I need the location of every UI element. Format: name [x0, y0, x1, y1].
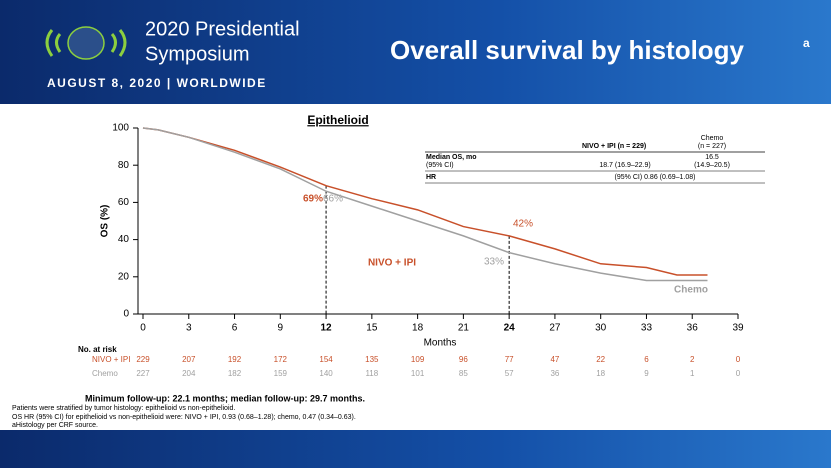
x-tick-label: 21 [458, 323, 470, 334]
risk-count: 18 [596, 369, 605, 378]
table-header: (n = 227) [698, 143, 726, 150]
table-header: NIVO + IPI (n = 229) [582, 143, 646, 150]
risk-count: 6 [644, 355, 649, 364]
risk-count: 0 [736, 369, 741, 378]
x-tick-label: 27 [549, 323, 561, 334]
risk-count: 227 [136, 369, 150, 378]
slide-title: Overall survival by histology [390, 35, 745, 65]
risk-count: 159 [274, 369, 288, 378]
risk-count: 96 [459, 355, 468, 364]
risk-title: No. at risk [78, 345, 117, 354]
x-tick-label: 36 [687, 323, 699, 334]
followup: Minimum follow-up: 22.1 months; median f… [85, 393, 365, 403]
risk-count: 109 [411, 355, 425, 364]
x-tick-label: 3 [186, 323, 192, 334]
survival-curve [142, 127, 708, 282]
table-label: HR [426, 174, 436, 181]
date: AUGUST 8, 2020 | WORLDWIDE [47, 76, 267, 90]
risk-row-label: NIVO + IPI [92, 355, 130, 364]
risk-count: 182 [228, 369, 242, 378]
series-label: NIVO + IPI [368, 258, 416, 269]
y-tick-label: 80 [118, 160, 130, 171]
risk-count: 154 [319, 355, 333, 364]
risk-count: 47 [550, 355, 559, 364]
annotation: 33% [484, 257, 504, 268]
footnote: Patients were stratified by tumor histol… [12, 405, 235, 412]
y-axis-label: OS (%) [100, 205, 111, 238]
risk-count: 9 [644, 369, 649, 378]
logo-text: Symposium [145, 43, 249, 65]
title-superscript: a [803, 36, 810, 50]
x-tick-label: 12 [321, 323, 333, 334]
risk-count: 204 [182, 369, 196, 378]
y-tick-label: 20 [118, 271, 130, 282]
survival-curve [142, 127, 708, 276]
x-tick-label: 0 [140, 323, 146, 334]
risk-count: 85 [459, 369, 468, 378]
chart-title: Epithelioid [307, 113, 368, 127]
annotation: 69% [303, 194, 323, 205]
y-tick-label: 0 [123, 309, 129, 320]
risk-count: 22 [596, 355, 605, 364]
risk-count: 207 [182, 355, 196, 364]
risk-count: 118 [365, 369, 378, 378]
y-tick-label: 40 [118, 234, 130, 245]
x-tick-label: 30 [595, 323, 607, 334]
x-tick-label: 18 [412, 323, 424, 334]
risk-count: 77 [505, 355, 514, 364]
x-tick-label: 6 [232, 323, 238, 334]
risk-count: 172 [274, 355, 288, 364]
x-tick-label: 33 [641, 323, 653, 334]
table-label: Median OS, mo [426, 154, 477, 161]
risk-count: 0 [736, 355, 741, 364]
series-label: Chemo [674, 285, 708, 296]
footnote: OS HR (95% CI) for epithelioid vs non-ep… [12, 414, 356, 421]
table-cell: 18.7 (16.9–22.9) [599, 162, 650, 169]
risk-count: 140 [319, 369, 333, 378]
x-axis-label: Months [424, 338, 457, 349]
x-tick-label: 15 [366, 323, 378, 334]
risk-count: 36 [550, 369, 559, 378]
risk-count: 135 [365, 355, 379, 364]
logo [45, 26, 127, 60]
risk-count: 229 [136, 355, 150, 364]
footnote: aHistology per CRF source. [12, 422, 98, 429]
risk-count: 101 [411, 369, 425, 378]
table-label: (95% CI) [426, 162, 454, 169]
y-tick-label: 60 [118, 197, 130, 208]
risk-count: 192 [228, 355, 242, 364]
y-tick-label: 100 [112, 123, 129, 134]
table-cell: (14.9–20.5) [694, 162, 730, 169]
risk-count: 2 [690, 355, 695, 364]
x-tick-label: 39 [732, 323, 744, 334]
risk-row-label: Chemo [92, 369, 118, 378]
risk-count: 1 [690, 369, 695, 378]
table-cell: 16.5 [705, 154, 719, 161]
annotation: 42% [513, 219, 533, 230]
x-tick-label: 24 [504, 323, 516, 334]
table-header: Chemo [701, 135, 724, 142]
risk-count: 57 [505, 369, 514, 378]
header-band [0, 0, 831, 104]
x-tick-label: 9 [278, 323, 284, 334]
logo-text: 2020 Presidential [145, 18, 300, 40]
annotation: 66% [323, 194, 343, 205]
table-cell: (95% CI) 0.86 (0.69–1.08) [615, 174, 696, 181]
hr-table: NIVO + IPI (n = 229) Chemo (n = 227) Med… [425, 135, 765, 184]
footer-band [0, 430, 831, 468]
